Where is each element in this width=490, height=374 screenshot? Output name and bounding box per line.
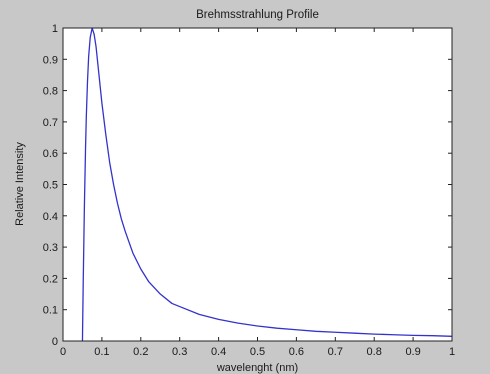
x-tick-label: 0.7 bbox=[328, 346, 343, 358]
ticks-layer: 0 0.1 0.2 0.3 0.4 0.5 0.6 0.7 0.8 0.9 1 0 0.1 0.2 0.3 0… bbox=[43, 23, 455, 358]
y-tick-label: 0.4 bbox=[43, 211, 58, 223]
axes-area bbox=[63, 28, 452, 341]
chart-title: Brehmsstrahlung Profile bbox=[196, 9, 319, 21]
y-tick-label: 0.1 bbox=[43, 305, 58, 317]
x-tick-label: 0.2 bbox=[133, 346, 148, 358]
x-tick-label: 0.1 bbox=[94, 346, 109, 358]
y-tick-label: 0.6 bbox=[43, 148, 58, 160]
x-tick-label: 0 bbox=[60, 346, 66, 358]
x-axis-label: wavelenght (nm) bbox=[216, 362, 298, 374]
x-tick-label: 0.8 bbox=[367, 346, 382, 358]
x-tick-label: 0.9 bbox=[405, 346, 420, 358]
y-tick-label: 1 bbox=[52, 23, 58, 35]
x-tick-label: 0.3 bbox=[172, 346, 187, 358]
axes-frame bbox=[62, 27, 453, 342]
y-tick-label: 0.7 bbox=[43, 117, 58, 129]
x-tick-label: 0.5 bbox=[250, 346, 265, 358]
intensity-series-line bbox=[81, 27, 453, 342]
x-tick-label: 0.4 bbox=[211, 346, 226, 358]
y-tick-label: 0.3 bbox=[43, 242, 58, 254]
y-tick-label: 0.5 bbox=[43, 180, 58, 192]
y-tick-label: 0.2 bbox=[43, 273, 58, 285]
y-tick-label: 0 bbox=[52, 336, 58, 348]
y-tick-label: 0.9 bbox=[43, 54, 58, 66]
series-layer bbox=[81, 27, 453, 342]
y-axis-label: Relative Intensity bbox=[14, 142, 26, 226]
x-tick-label: 0.6 bbox=[289, 346, 304, 358]
y-tick-label: 0.8 bbox=[43, 86, 58, 98]
x-tick-label: 1 bbox=[449, 346, 455, 358]
